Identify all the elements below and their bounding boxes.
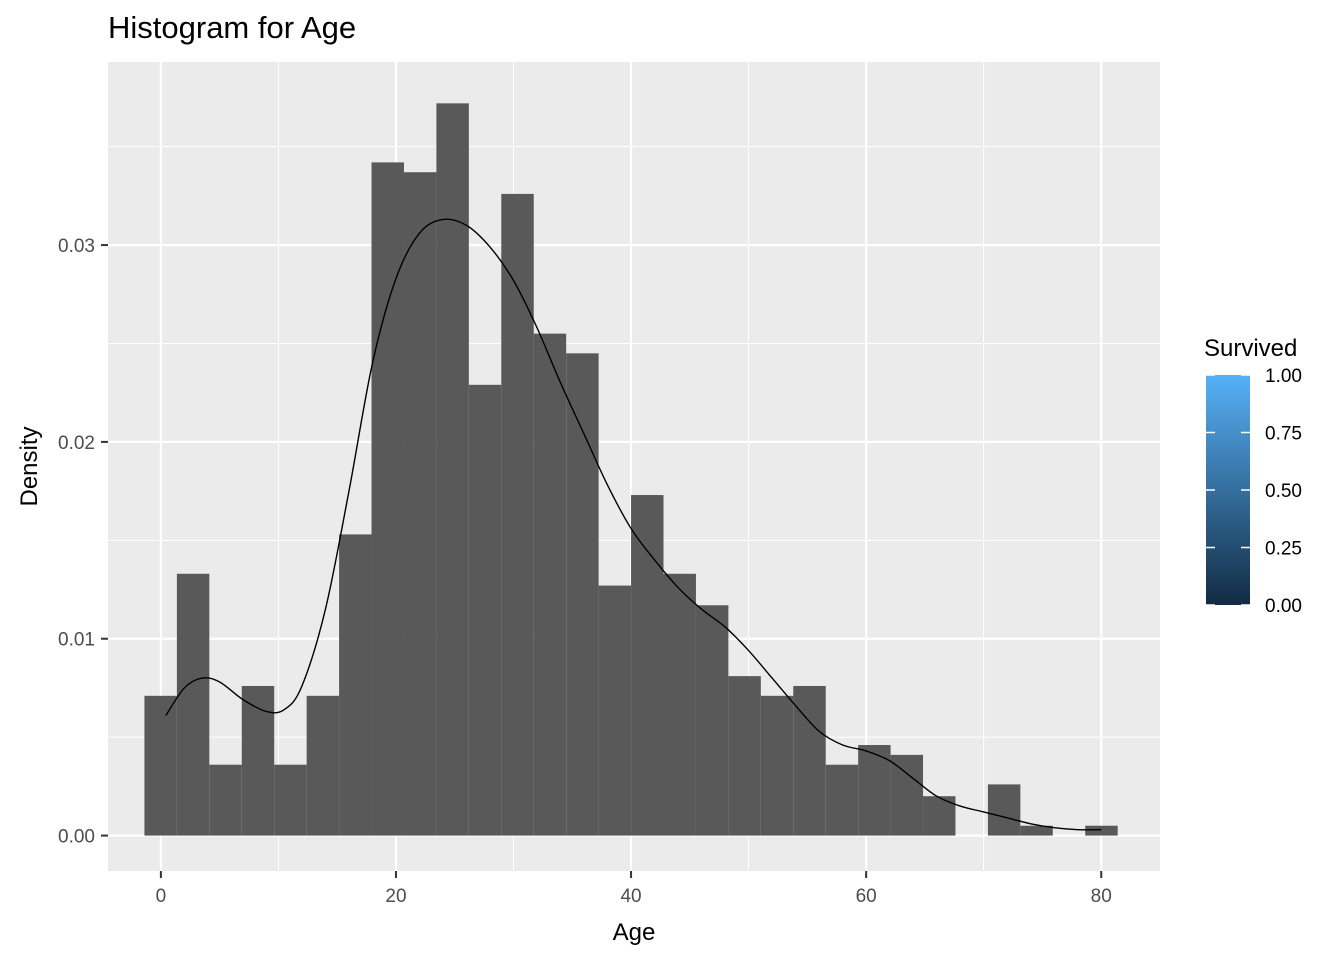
histogram-bar [566,353,599,836]
x-tick-label: 80 [1091,886,1112,907]
histogram-bar [274,764,307,836]
histogram-bar [468,384,502,836]
y-tick-label: 0.02 [58,433,95,454]
histogram-bar [1085,825,1118,836]
histogram-bar [371,162,404,836]
minor-gridlines [108,62,1160,871]
histogram-bar [306,695,340,836]
histogram-bar [339,534,372,836]
histogram-bar [631,495,664,836]
x-axis-label: Age [613,919,656,946]
histogram-bar [890,754,924,836]
histogram-bar [695,605,729,836]
histogram-bar [403,172,437,836]
x-tick-label: 60 [856,886,877,907]
chart-title: Histogram for Age [108,10,357,45]
legend-title: Survived [1204,335,1297,362]
histogram-bar [760,695,794,836]
legend-tick-label: 0.75 [1265,424,1302,445]
x-tick-label: 0 [156,886,167,907]
histogram-bar [241,685,275,836]
histogram-bar [728,676,761,836]
y-axis-ticks: 0.00 0.01 0.02 0.03 [58,236,108,848]
y-tick-label: 0.01 [58,630,95,651]
histogram-bar [501,193,534,836]
histogram-bar [663,573,696,836]
histogram-bar [533,333,567,836]
histogram-bars [144,103,1118,836]
y-axis-label: Density [16,426,43,506]
x-tick-label: 40 [620,886,641,907]
histogram-bar [144,695,177,836]
histogram-bar [436,103,469,836]
histogram-bar [1020,825,1053,836]
histogram-bar [176,573,210,836]
histogram-bar [793,685,826,836]
density-curve [165,218,1102,831]
legend-ticks: 0.00 0.25 0.50 0.75 1.00 [1206,366,1302,617]
legend: Survived 0.00 0.25 0.50 0.75 1.00 [1204,335,1302,617]
histogram-bar [209,764,242,836]
legend-tick-label: 0.00 [1265,596,1302,617]
y-tick-label: 0.00 [58,827,95,848]
legend-tick-label: 0.25 [1265,539,1302,560]
y-tick-label: 0.03 [58,236,95,257]
x-tick-label: 20 [385,886,406,907]
histogram-bar [598,585,632,836]
legend-tick-label: 1.00 [1265,366,1302,387]
histogram-bar [987,784,1021,836]
x-axis-ticks: 0 20 40 60 80 [156,871,1112,907]
histogram-bar [825,764,859,836]
legend-tick-label: 0.50 [1265,481,1302,502]
histogram-bar [858,745,891,836]
